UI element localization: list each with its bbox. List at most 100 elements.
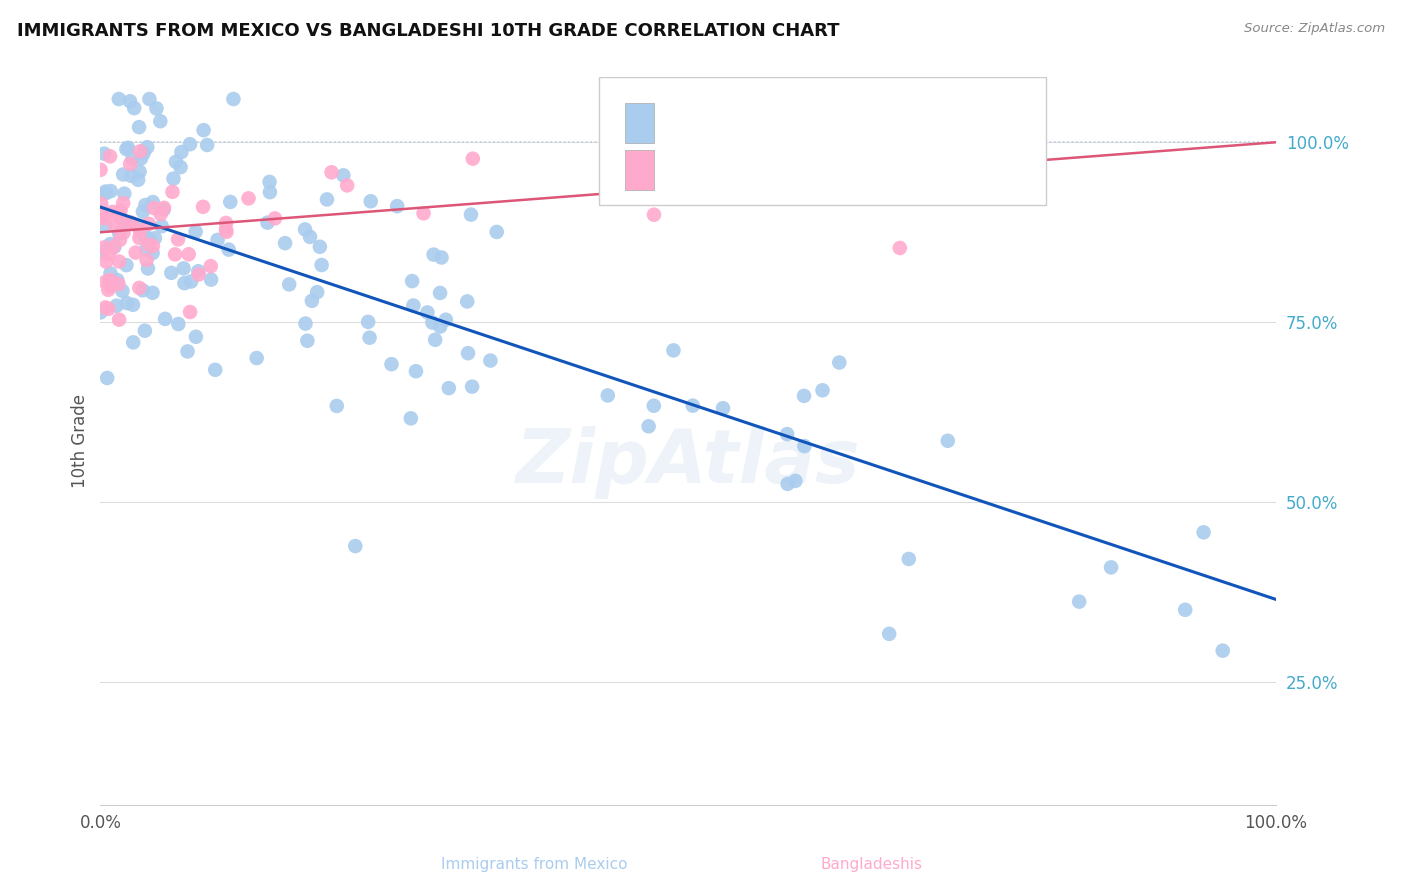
Point [135, 243, 157, 257]
Point [121, 217, 143, 231]
Point [321, 165, 343, 179]
Point [1174, 603, 1197, 617]
Point [143, 201, 166, 215]
Point [264, 211, 287, 226]
Point [359, 331, 381, 345]
Point [387, 199, 409, 213]
Point [167, 232, 190, 246]
Point [100, 267, 122, 281]
Point [142, 246, 165, 260]
Point [160, 266, 183, 280]
Point [187, 264, 209, 278]
Point [173, 276, 195, 290]
Text: R =: R = [669, 141, 710, 159]
Point [115, 142, 138, 156]
Point [94, 185, 117, 199]
Point [94, 254, 117, 268]
Point [108, 254, 131, 268]
Point [108, 92, 131, 106]
Point [142, 285, 165, 300]
Point [246, 351, 269, 365]
Point [259, 185, 281, 199]
Point [127, 173, 149, 187]
FancyBboxPatch shape [624, 103, 654, 143]
Point [187, 268, 209, 282]
Point [108, 227, 131, 241]
Point [218, 243, 240, 257]
Point [437, 381, 460, 395]
Point [412, 206, 434, 220]
Text: Immigrants from Mexico: Immigrants from Mexico [441, 857, 627, 872]
Point [222, 92, 245, 106]
Point [129, 224, 152, 238]
Point [122, 335, 145, 350]
Point [103, 240, 125, 254]
Point [101, 205, 124, 219]
Point [193, 123, 215, 137]
Point [134, 324, 156, 338]
Point [811, 384, 834, 398]
Point [274, 236, 297, 251]
Point [132, 146, 155, 161]
Text: 62: 62 [917, 141, 945, 159]
Point [89, 305, 111, 319]
Point [429, 319, 451, 334]
FancyBboxPatch shape [599, 78, 1046, 204]
Point [120, 157, 142, 171]
Point [297, 334, 319, 348]
Point [115, 296, 138, 310]
Point [121, 152, 143, 166]
Point [118, 95, 141, 109]
Point [132, 283, 155, 297]
Point [105, 299, 128, 313]
Point [120, 215, 142, 229]
Point [301, 293, 323, 308]
Point [108, 233, 131, 247]
Point [336, 178, 359, 193]
Y-axis label: 10th Grade: 10th Grade [72, 394, 89, 488]
Point [165, 154, 187, 169]
Point [142, 239, 165, 253]
Point [98, 279, 121, 293]
Point [117, 141, 139, 155]
Point [399, 411, 422, 425]
Point [98, 274, 121, 288]
Point [460, 208, 482, 222]
Point [128, 281, 150, 295]
Point [107, 277, 129, 291]
Point [114, 216, 136, 230]
Point [149, 114, 172, 128]
Point [97, 301, 120, 316]
Point [129, 145, 152, 159]
Point [818, 161, 841, 176]
Point [153, 312, 176, 326]
Point [110, 203, 132, 218]
Point [162, 171, 184, 186]
Point [94, 301, 117, 315]
Point [682, 399, 704, 413]
Point [149, 207, 172, 221]
Point [344, 539, 367, 553]
Point [200, 259, 222, 273]
Point [461, 152, 484, 166]
Point [259, 175, 281, 189]
Point [167, 317, 190, 331]
Point [207, 233, 229, 247]
Point [94, 219, 117, 233]
Point [429, 285, 451, 300]
Point [200, 272, 222, 286]
Point [111, 284, 134, 298]
Point [104, 219, 127, 234]
Point [122, 298, 145, 312]
Point [877, 627, 900, 641]
Point [219, 194, 242, 209]
Text: ZipAtlas: ZipAtlas [516, 426, 860, 500]
Point [112, 226, 135, 240]
Text: 0.188: 0.188 [734, 141, 792, 159]
Point [100, 184, 122, 198]
Point [107, 208, 129, 222]
Point [94, 211, 117, 226]
Point [153, 201, 176, 215]
Point [238, 191, 260, 205]
Point [430, 251, 453, 265]
